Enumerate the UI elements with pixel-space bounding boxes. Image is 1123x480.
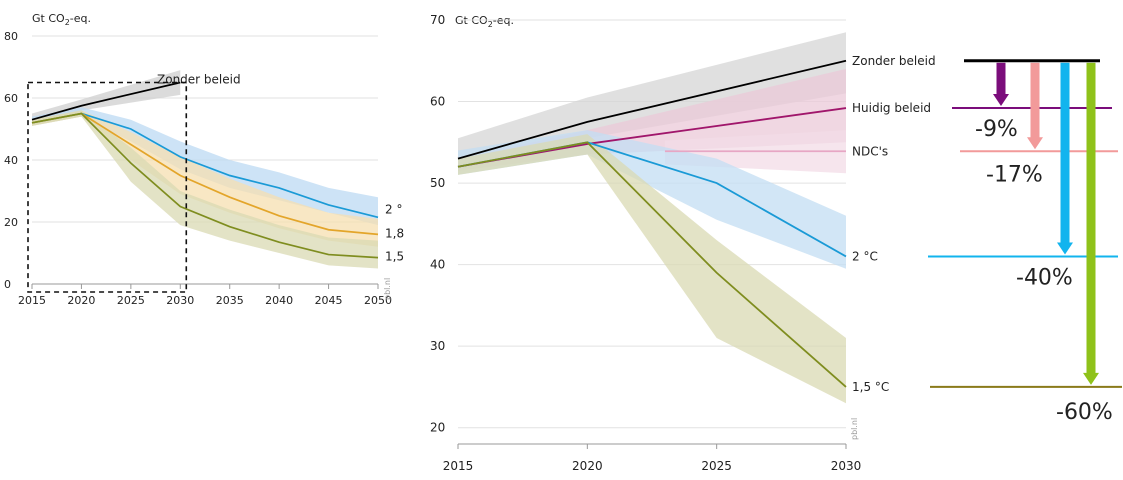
right-bands <box>458 32 846 404</box>
y-tick-30: 30 <box>430 339 445 353</box>
right-x-tick-labels: 2015 2020 2025 2030 <box>443 459 862 473</box>
series-line-2 <box>31 112 379 219</box>
left-series-label-1-8: 1,8 <box>385 226 404 240</box>
series-line-1-5-c <box>457 141 847 388</box>
left-unit-label: Gt CO2-eq. <box>32 12 91 27</box>
right-unit-label: Gt CO2-eq. <box>455 14 514 29</box>
left-series-label-2: 2 ° <box>385 202 402 216</box>
reduction-arrow-head-4 <box>1083 372 1099 385</box>
x-tick-2040: 2040 <box>265 294 293 307</box>
x-tick-2020: 2020 <box>67 294 95 307</box>
left-x-tick-labels: 2015 2020 2025 2030 2035 2040 2045 2050 <box>18 294 392 307</box>
left-y-tick-labels: 0 20 40 60 80 <box>4 30 18 291</box>
left-source-label: pbl.nl <box>383 278 392 300</box>
left-series-label-zonder-beleid: Zonder beleid <box>157 73 241 87</box>
right-series-label-1-5-c: 1,5 °C <box>852 380 889 394</box>
reduction-arrow-head-1 <box>993 94 1009 107</box>
right-series-lines <box>457 59 847 388</box>
right-series-label-huidig-beleid: Huidig beleid <box>852 101 931 115</box>
y-tick-70: 70 <box>430 13 445 27</box>
band-1-5-c <box>458 134 846 404</box>
reduction-arrow-shaft-1 <box>996 62 1006 97</box>
x-tick-2025: 2025 <box>701 459 732 473</box>
x-tick-2020: 2020 <box>572 459 603 473</box>
reduction-arrow-head-2 <box>1027 137 1043 150</box>
right-series-label-zonder-beleid: Zonder beleid <box>852 54 936 68</box>
series-line-zonder-beleid <box>31 81 181 121</box>
reduction-arrows-panel: -9% -17% -40% -60% <box>928 59 1122 425</box>
reduction-arrow-shaft-3 <box>1060 62 1070 245</box>
left-series-lines <box>31 81 379 259</box>
x-tick-2015: 2015 <box>443 459 474 473</box>
y-tick-40: 40 <box>430 258 445 272</box>
y-tick-0: 0 <box>4 278 11 291</box>
right-y-tick-labels: 20 30 40 50 60 70 <box>430 13 445 435</box>
y-tick-40: 40 <box>4 154 18 167</box>
series-line-zonder-beleid <box>457 59 847 160</box>
series-line-1-5 <box>31 112 379 259</box>
reduction-arrow-shaft-4 <box>1086 62 1096 375</box>
y-tick-50: 50 <box>430 176 445 190</box>
reduction-label-1: -9% <box>975 117 1018 142</box>
x-tick-2015: 2015 <box>18 294 46 307</box>
reduction-arrow-shaft-2 <box>1030 62 1040 140</box>
right-series-label-ndc-s: NDC's <box>852 144 888 158</box>
x-tick-2035: 2035 <box>216 294 244 307</box>
left-bands <box>32 70 378 269</box>
band-zonder-beleid <box>458 32 846 167</box>
right-source-label: pbl.nl <box>850 418 859 440</box>
x-tick-2025: 2025 <box>117 294 145 307</box>
y-tick-80: 80 <box>4 30 18 43</box>
reduction-label-4: -60% <box>1056 400 1113 425</box>
y-tick-20: 20 <box>430 421 445 435</box>
reduction-label-3: -40% <box>1016 265 1073 290</box>
x-tick-2030: 2030 <box>166 294 194 307</box>
y-tick-60: 60 <box>430 95 445 109</box>
series-line-1-8 <box>31 112 379 236</box>
y-tick-20: 20 <box>4 216 18 229</box>
right-series-label-2-c: 2 °C <box>852 249 878 263</box>
reduction-label-2: -17% <box>986 162 1043 187</box>
x-tick-2045: 2045 <box>315 294 343 307</box>
reduction-arrow-head-3 <box>1057 242 1073 255</box>
right-series-labels: Zonder beleid Huidig beleid NDC's 2 °C 1,5 °… <box>852 54 936 394</box>
left-series-labels: Zonder beleid 2 ° 1,8 1,5 <box>157 73 404 264</box>
x-tick-2030: 2030 <box>831 459 862 473</box>
band-2-c <box>458 130 846 269</box>
zoom-box <box>27 81 188 293</box>
x-tick-2050: 2050 <box>364 294 392 307</box>
left-series-label-1-5: 1,5 <box>385 250 404 264</box>
y-tick-60: 60 <box>4 92 18 105</box>
